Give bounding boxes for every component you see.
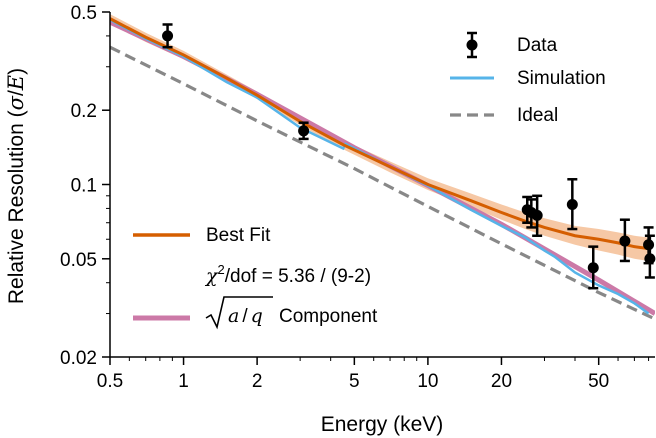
- data-point: [587, 245, 599, 290]
- legend-component-label: Component: [279, 306, 378, 327]
- chi2-exponent: 2: [218, 262, 225, 277]
- legend-data-marker: [466, 31, 478, 59]
- y-title-slash: /: [5, 90, 28, 96]
- data-point: [566, 178, 578, 231]
- y-tick-label: 0.1: [71, 176, 97, 197]
- legend-top: Data Simulation Ideal: [450, 31, 606, 126]
- data-points: [162, 23, 656, 290]
- data-marker: [162, 30, 174, 42]
- x-tick-label: 50: [588, 371, 609, 392]
- legend-ideal-label: Ideal: [517, 105, 558, 126]
- sqrt-symbol: [205, 296, 273, 330]
- x-tick-label: 10: [417, 371, 438, 392]
- legend-data-label: Data: [517, 35, 558, 56]
- x-tick-label: 0.5: [97, 371, 123, 392]
- data-point: [644, 234, 656, 279]
- x-tick-label: 1: [178, 371, 189, 392]
- simulation-line: [110, 18, 650, 315]
- data-point: [619, 218, 631, 263]
- data-point: [531, 194, 543, 237]
- legend-best-fit-label: Best Fit: [206, 225, 271, 246]
- chi2-symbol: χ: [204, 265, 219, 287]
- chi2-rest: /dof = 5.36 / (9-2): [225, 266, 371, 287]
- y-axis-title: Relative Resolution (σ/E): [4, 68, 28, 304]
- x-tick-label: 2: [252, 371, 263, 392]
- component-slash: /: [242, 306, 248, 327]
- y-tick-label: 0.02: [60, 348, 97, 369]
- x-axis-title: Energy (keV): [321, 413, 444, 436]
- x-axis: 0.5 1 2 5 10 20 50: [97, 357, 650, 392]
- legend-chi2: χ2/dof = 5.36 / (9-2): [204, 262, 371, 287]
- component-q: q: [251, 305, 263, 327]
- best-fit-band: [110, 14, 649, 261]
- data-marker: [644, 253, 656, 265]
- y-title-sigma: σ: [4, 95, 28, 110]
- y-tick-label: 0.2: [71, 101, 97, 122]
- data-marker: [619, 235, 631, 247]
- best-fit-line: [110, 17, 649, 251]
- y-axis: 0.02 0.05 0.1 0.2 0.5: [60, 3, 110, 369]
- x-tick-label: 20: [491, 371, 512, 392]
- data-marker: [587, 262, 599, 274]
- y-tick-label: 0.5: [71, 3, 97, 24]
- data-marker: [566, 198, 578, 210]
- legend-simulation-label: Simulation: [517, 68, 606, 89]
- component-a: a: [228, 305, 239, 327]
- data-marker: [531, 209, 543, 221]
- y-title-suffix: ): [5, 68, 28, 75]
- legend-component-math: a / q: [228, 305, 263, 327]
- data-point: [298, 121, 310, 141]
- data-point: [162, 23, 174, 49]
- x-tick-label: 5: [349, 371, 360, 392]
- y-tick-label: 0.05: [60, 250, 97, 271]
- legend-bottom: Best Fit χ2/dof = 5.36 / (9-2) a / q Compo…: [133, 225, 378, 330]
- data-marker: [643, 239, 655, 251]
- ideal-line: [110, 45, 655, 321]
- y-title-energy: E: [4, 75, 28, 91]
- data-marker: [298, 125, 310, 137]
- y-title-prefix: Relative Resolution (: [5, 110, 28, 304]
- plot-area: [110, 14, 655, 321]
